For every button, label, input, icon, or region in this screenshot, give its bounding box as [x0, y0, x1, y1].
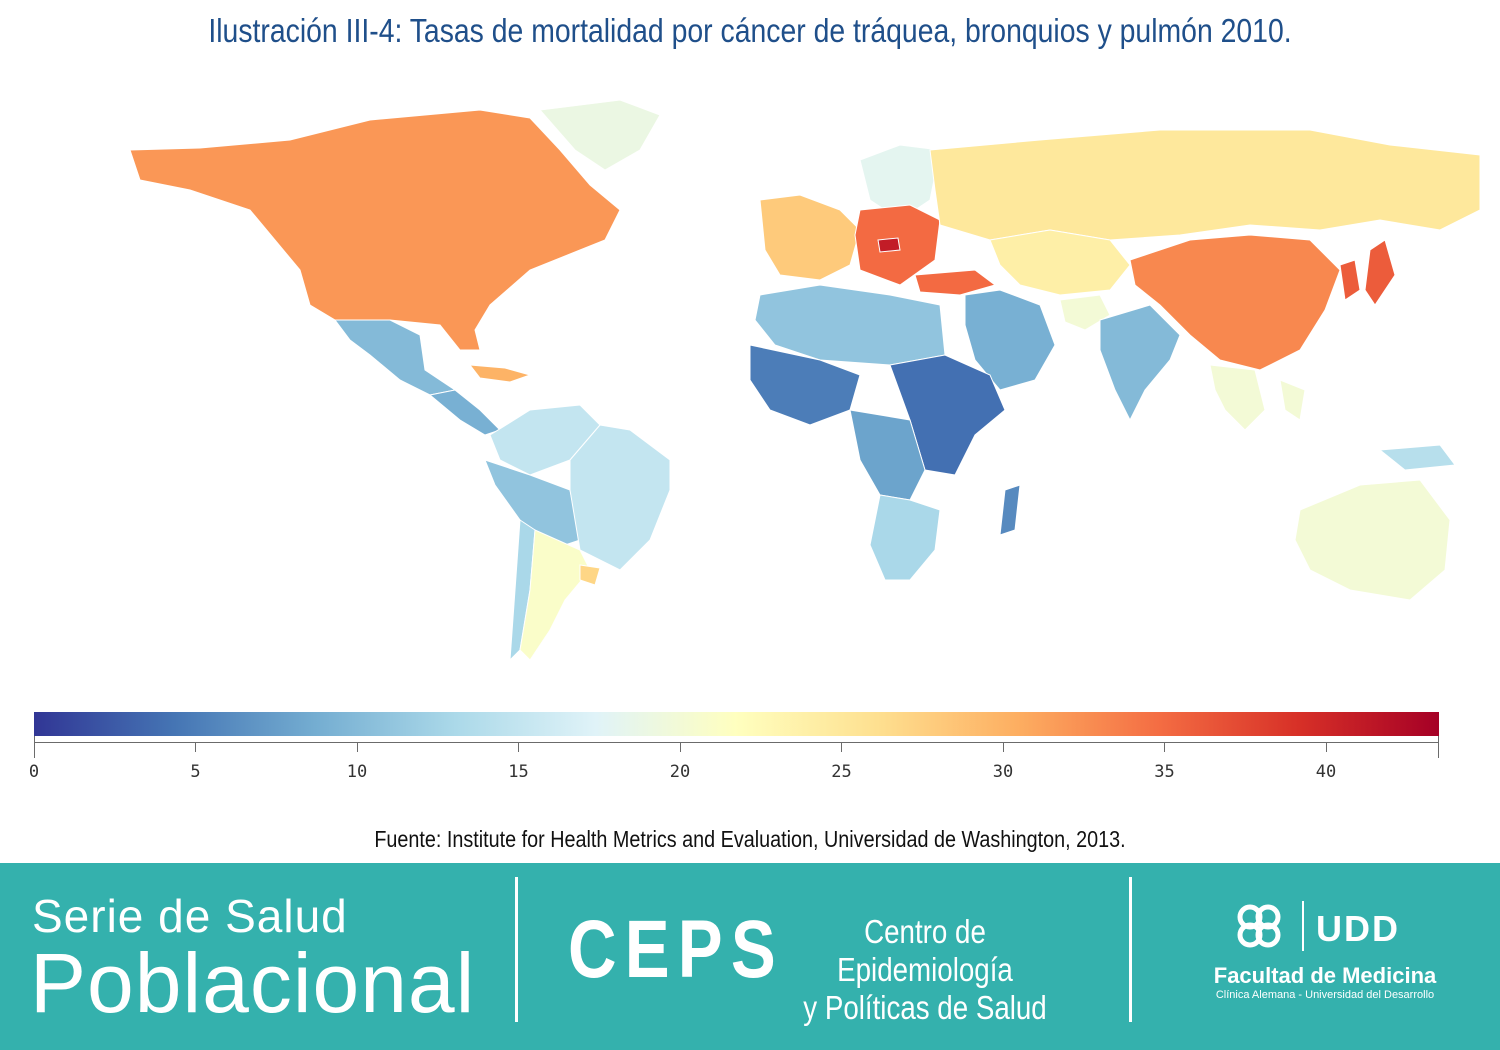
- region-korea-japan: [1339, 239, 1396, 306]
- tick-end-right: [1438, 736, 1439, 758]
- region-middle-east: [964, 289, 1056, 391]
- serie-title-line1: Serie de Salud: [32, 890, 348, 942]
- axis-tick: [518, 742, 520, 752]
- choropleth-map: [60, 90, 1490, 680]
- region-new-guinea: [1378, 444, 1456, 471]
- axis-tick-label: 20: [669, 762, 691, 782]
- region-russia: [929, 129, 1481, 241]
- axis-tick-label: 35: [1154, 762, 1175, 782]
- figure-title: Ilustración III-4: Tasas de mortalidad p…: [208, 12, 1292, 49]
- axis-tick-label: 30: [992, 762, 1014, 782]
- region-western-europe: [759, 194, 861, 281]
- region-uruguay: [579, 564, 601, 586]
- region-argentina: [519, 529, 591, 661]
- footer-banner: Serie de Salud Poblacional CEPS Centro d…: [0, 863, 1500, 1050]
- axis-tick-label: 0: [28, 762, 40, 782]
- region-madagascar: [999, 484, 1021, 536]
- footer-divider-2: [1129, 877, 1132, 1022]
- region-china: [1129, 234, 1341, 371]
- axis-tick-label: 15: [508, 762, 529, 782]
- color-scale-axis: 0 5 10 15 20 25 30 35 40: [29, 736, 1439, 796]
- ceps-subtitle-line1: Centro de Epidemiología: [837, 913, 1013, 988]
- region-turkey: [914, 269, 997, 296]
- region-greenland: [539, 99, 661, 171]
- axis-tick: [195, 742, 197, 752]
- axis-tick-label: 40: [1315, 762, 1337, 782]
- serie-title-line2: Poblacional: [30, 936, 476, 1030]
- source-note: Fuente: Institute for Health Metrics and…: [374, 826, 1126, 852]
- footer-divider-1: [515, 877, 518, 1022]
- facultad-sublabel: Clínica Alemana - Universidad del Desarr…: [1215, 989, 1435, 1001]
- axis-tick: [679, 742, 681, 752]
- region-australia: [1294, 479, 1451, 601]
- region-afghanistan: [1059, 294, 1111, 331]
- axis-tick: [841, 742, 843, 752]
- axis-tick: [34, 742, 35, 752]
- region-west-africa: [749, 344, 861, 426]
- axis-tick: [1164, 742, 1166, 752]
- axis-tick: [1325, 742, 1327, 752]
- ceps-logo-text: CEPS: [568, 904, 784, 995]
- region-caribbean: [468, 364, 532, 383]
- axis-tick: [356, 742, 358, 752]
- facultad-label: Facultad de Medicina: [1213, 963, 1437, 988]
- axis-tick: [1002, 742, 1004, 752]
- color-scale-bar: [34, 712, 1439, 736]
- region-north-america: [129, 109, 621, 351]
- region-southeast-asia: [1209, 364, 1306, 431]
- axis-tick-label: 25: [831, 762, 852, 782]
- region-brazil: [569, 424, 671, 571]
- udd-logo-text: UDD: [1316, 908, 1400, 949]
- region-mexico: [334, 319, 457, 396]
- axis-line: [34, 742, 1439, 743]
- region-southern-africa: [869, 494, 941, 581]
- region-central-america: [428, 389, 501, 436]
- ceps-subtitle: Centro de Epidemiología y Políticas de S…: [795, 913, 1055, 1027]
- axis-tick-label: 10: [346, 762, 368, 782]
- region-hungary: [877, 237, 901, 253]
- axis-tick-label: 5: [190, 762, 201, 782]
- udd-logo: UDD: [1237, 901, 1400, 951]
- region-india: [1099, 304, 1181, 422]
- region-scandinavia: [859, 144, 941, 221]
- ceps-subtitle-line2: y Políticas de Salud: [803, 989, 1047, 1026]
- region-central-asia: [989, 229, 1131, 296]
